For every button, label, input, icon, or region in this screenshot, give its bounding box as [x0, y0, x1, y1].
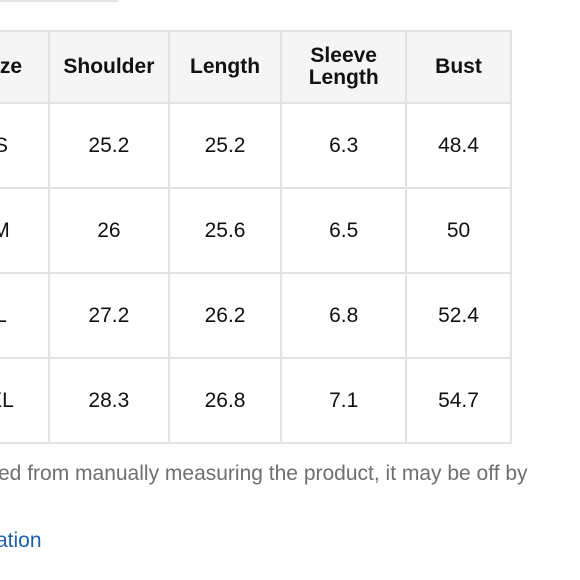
cell-size: L — [0, 272, 51, 359]
right-gutter — [560, 0, 580, 580]
cell-bust: 54.7 — [405, 357, 512, 444]
cell-length: 25.6 — [167, 187, 283, 274]
cell-length: 25.2 — [167, 102, 283, 189]
cell-sleeve-length: 6.5 — [280, 187, 408, 274]
cell-length: 26.8 — [167, 357, 283, 444]
measurement-disclaimer: ed from manually measuring the product, … — [0, 462, 528, 485]
size-chart-table: Size Shoulder Length Sleeve Length Bust … — [0, 30, 512, 444]
cell-size: XL — [0, 357, 51, 444]
cell-size: S — [0, 102, 51, 189]
table-header-row: Size Shoulder Length Sleeve Length Bust — [0, 30, 512, 104]
content-viewport: Size Shoulder Length Sleeve Length Bust … — [0, 30, 528, 552]
cell-shoulder: 25.2 — [48, 102, 170, 189]
header-size: Size — [0, 30, 51, 104]
cell-bust: 52.4 — [405, 272, 512, 359]
cell-shoulder: 26 — [48, 187, 170, 274]
table-row: XL 28.3 26.8 7.1 54.7 — [0, 357, 512, 444]
header-bust: Bust — [405, 30, 512, 104]
size-information-link[interactable]: ation — [0, 529, 42, 552]
cell-sleeve-length: 7.1 — [280, 357, 408, 444]
header-length: Length — [167, 30, 283, 104]
cell-bust: 50 — [405, 187, 512, 274]
cell-sleeve-length: 6.8 — [280, 272, 408, 359]
header-shoulder: Shoulder — [48, 30, 170, 104]
table-row: M 26 25.6 6.5 50 — [0, 187, 512, 274]
tab-indicator — [0, 0, 118, 2]
cell-length: 26.2 — [167, 272, 283, 359]
cell-shoulder: 28.3 — [48, 357, 170, 444]
cell-sleeve-length: 6.3 — [280, 102, 408, 189]
cell-bust: 48.4 — [405, 102, 512, 189]
cell-shoulder: 27.2 — [48, 272, 170, 359]
header-sleeve-length: Sleeve Length — [280, 30, 408, 104]
cell-size: M — [0, 187, 51, 274]
table-row: S 25.2 25.2 6.3 48.4 — [0, 102, 512, 189]
table-row: L 27.2 26.2 6.8 52.4 — [0, 272, 512, 359]
